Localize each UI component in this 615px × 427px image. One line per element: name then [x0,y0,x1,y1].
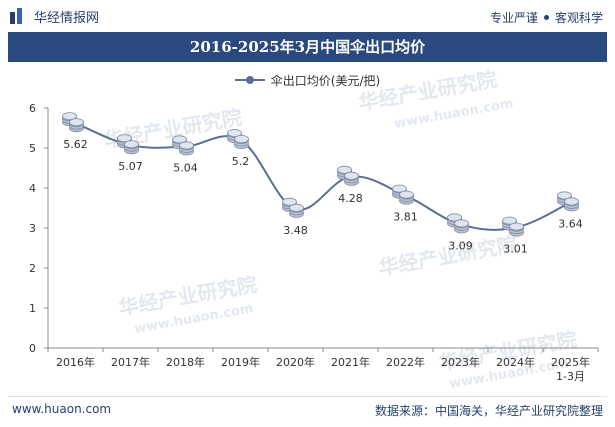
top-bar: 华经情报网 专业严谨 客观科学 [0,0,615,32]
coin-marker [502,216,524,237]
y-tick-label: 1 [29,302,36,315]
x-tick-label: 1-3月 [556,370,585,383]
x-tick-label: 2023年 [441,355,480,369]
data-label: 5.07 [118,160,143,173]
x-tick-label: 2022年 [386,355,425,369]
brand-name: 华经情报网 [34,10,100,26]
data-label: 5.2 [232,155,250,168]
coin-marker [62,112,84,133]
x-tick-label: 2017年 [111,355,150,369]
legend-line-marker-icon [234,76,265,84]
bullet-icon [543,15,549,20]
legend: 伞出口均价(美元/把) [0,70,615,90]
data-label: 5.62 [63,138,88,151]
footer-source: 数据来源：中国海关，华经产业研究院整理 [374,404,603,418]
y-tick-label: 3 [29,222,36,235]
x-tick-label: 2025年 [551,355,590,369]
data-label: 3.81 [393,211,418,224]
coin-marker [337,165,359,186]
data-label: 3.64 [558,217,583,230]
coin-marker [447,213,469,234]
data-label: 3.01 [503,243,528,256]
brand[interactable]: 华经情报网 [8,7,100,26]
coin-marker [392,184,414,205]
tagline-left: 专业严谨 [489,11,538,25]
x-tick-label: 2024年 [496,355,535,369]
data-markers [62,112,579,237]
data-label: 3.09 [448,239,473,252]
x-tick-label: 2018年 [166,355,205,369]
data-label: 4.28 [338,192,363,205]
x-tick-label: 2016年 [56,355,95,369]
y-tick-label: 5 [29,142,36,155]
footer: www.huaon.com 数据来源：中国海关，华经产业研究院整理 [8,396,607,421]
data-label: 3.48 [283,224,308,237]
y-tick-label: 2 [29,262,36,275]
coin-marker [227,128,249,149]
series-line [75,122,571,231]
coin-marker [172,135,194,156]
chart-title: 2016-2025年3月中国伞出口均价 [8,32,607,62]
data-labels: 5.62 5.07 5.04 5.2 3.48 4.28 3.81 3.09 3.01 3.64 [63,138,583,255]
coin-marker [557,191,579,212]
y-tick-label: 6 [29,102,36,115]
bar-logo-icon [8,8,28,24]
coin-marker [282,197,304,218]
tagline: 专业严谨 客观科学 [490,9,603,26]
footer-url[interactable]: www.huaon.com [12,402,112,416]
x-tick-label: 2019年 [221,355,260,369]
tagline-right: 客观科学 [554,11,603,25]
coin-marker [117,134,139,155]
x-tick-label: 2020年 [276,355,315,369]
data-label: 5.04 [173,161,198,174]
y-tick-label: 0 [29,342,36,355]
y-ticks: 0 1 2 3 4 5 6 [29,102,48,355]
x-ticks: 2016年 2017年 2018年 2019年 2020年 2021年 2022年 2023年… [47,348,599,383]
x-tick-label: 2021年 [331,355,370,369]
legend-label: 伞出口均价(美元/把) [270,73,381,88]
y-tick-label: 4 [29,182,36,195]
